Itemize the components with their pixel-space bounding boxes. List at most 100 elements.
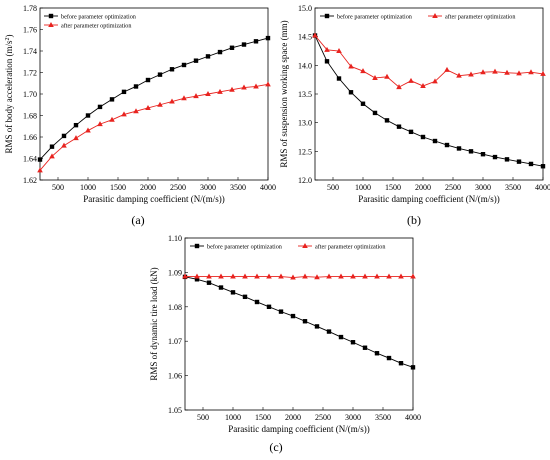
data-point-1-0 [312, 32, 318, 38]
x-tick-label: 2500 [170, 183, 186, 192]
y-tick-label: 1.76 [23, 26, 37, 35]
data-point-1-4 [85, 127, 91, 133]
y-tick-label: 15.0 [298, 4, 312, 13]
plot-frame [184, 237, 414, 411]
chart-a: 500 1000 1500 2000 2500 3000 3500 4000 1.62 1.64 1… [4, 4, 276, 204]
chart-a-panel: 500 1000 1500 2000 2500 3000 3500 4000 1.62 1.64 1… [0, 0, 276, 206]
chart-b-caption: (b) [407, 213, 421, 227]
x-tick-label: 2000 [285, 413, 301, 422]
legend-marker-1 [432, 13, 438, 18]
legend-label-0: before parameter optimization [61, 13, 136, 20]
data-point-0-13 [338, 334, 344, 340]
data-point-0-9 [145, 77, 151, 83]
x-axis-label: Parasitic damping coefficient (N/(m/s)) [83, 194, 225, 204]
data-point-1-9 [420, 82, 426, 88]
data-point-0-12 [456, 146, 462, 151]
data-point-0-19 [540, 164, 546, 169]
x-tick-label: 3500 [505, 183, 521, 192]
y-tick-label: 12.0 [298, 176, 312, 185]
data-point-0-10 [302, 319, 308, 324]
data-point-0-18 [253, 39, 259, 44]
x-tick-label: 2000 [140, 183, 156, 192]
data-point-0-17 [386, 355, 392, 361]
data-point-0-3 [218, 285, 224, 290]
y-tick-label: 1.78 [23, 4, 37, 13]
data-point-1-0 [182, 273, 188, 279]
data-point-0-8 [278, 309, 284, 314]
data-point-1-16 [504, 69, 510, 75]
data-point-0-11 [314, 324, 320, 329]
x-tick-label: 500 [327, 183, 339, 192]
x-tick-label: 4000 [535, 183, 550, 192]
data-point-0-11 [169, 67, 175, 72]
y-tick-label: 1.09 [168, 268, 182, 277]
data-point-1-5 [242, 273, 248, 279]
data-point-0-7 [396, 124, 402, 129]
x-tick-label: 3500 [230, 183, 246, 192]
data-point-1-11 [314, 274, 320, 280]
data-point-1-11 [169, 98, 175, 104]
x-tick-label: 3000 [345, 413, 361, 422]
data-point-1-14 [205, 91, 211, 96]
legend-label-1: after parameter optimization [61, 22, 131, 29]
data-point-0-4 [360, 101, 366, 106]
x-tick-label: 500 [197, 413, 209, 422]
data-point-1-10 [157, 101, 163, 107]
data-point-1-5 [372, 74, 378, 80]
data-point-1-12 [181, 95, 187, 101]
data-point-0-1 [49, 144, 55, 149]
data-point-0-17 [241, 42, 247, 47]
x-tick-label: 3500 [375, 413, 391, 422]
legend-label-0: before parameter optimization [337, 13, 412, 20]
data-point-0-10 [432, 138, 438, 144]
data-point-0-1 [324, 59, 330, 64]
data-point-0-16 [504, 157, 510, 162]
data-point-1-4 [360, 68, 366, 74]
x-tick-label: 1000 [355, 183, 371, 192]
data-point-0-5 [97, 104, 103, 110]
x-tick-label: 2000 [415, 183, 431, 192]
chart-b-panel: 500 1000 1500 2000 2500 3000 3500 4000 12.0 12.5 1… [275, 0, 550, 206]
x-tick-label: 500 [52, 183, 64, 192]
legend-marker-0 [48, 13, 54, 19]
y-tick-label: 14.5 [298, 33, 312, 42]
x-tick-label: 1000 [80, 183, 96, 192]
data-point-1-10 [302, 273, 308, 279]
x-tick-label: 1500 [255, 413, 271, 422]
data-point-1-14 [350, 273, 356, 279]
data-point-1-19 [540, 70, 546, 76]
data-point-0-15 [362, 345, 368, 350]
data-point-1-19 [265, 81, 271, 87]
data-point-0-18 [398, 361, 404, 366]
data-point-1-7 [121, 111, 127, 117]
data-point-1-5 [97, 121, 103, 127]
data-point-1-8 [278, 273, 284, 279]
series-line-1 [39, 83, 269, 171]
data-point-0-9 [420, 134, 426, 140]
y-tick-label: 1.70 [23, 90, 37, 99]
y-tick-label: 1.05 [168, 406, 182, 415]
y-tick-label: 1.07 [168, 337, 182, 346]
legend-label-1: after parameter optimization [445, 13, 515, 20]
data-point-0-17 [516, 159, 522, 164]
data-point-1-3 [73, 135, 79, 141]
data-point-0-18 [528, 161, 534, 167]
data-point-1-7 [396, 84, 402, 90]
x-tick-label: 1500 [385, 183, 401, 192]
data-point-1-1 [194, 273, 200, 279]
data-point-1-16 [229, 86, 235, 92]
x-axis-label: Parasitic damping coefficient (N/(m/s)) [228, 424, 370, 434]
data-point-0-12 [181, 62, 187, 68]
x-tick-label: 1500 [110, 183, 126, 192]
x-tick-label: 4000 [405, 413, 421, 422]
data-point-0-6 [384, 118, 390, 123]
data-point-0-4 [230, 290, 236, 295]
data-point-0-2 [61, 133, 67, 139]
legend-label-0: before parameter optimization [207, 243, 282, 250]
data-point-0-19 [410, 365, 416, 370]
data-point-0-12 [326, 329, 332, 334]
data-point-0-6 [109, 97, 115, 102]
y-tick-label: 1.06 [168, 372, 182, 381]
data-point-0-13 [468, 149, 474, 154]
y-tick-label: 1.66 [23, 133, 37, 142]
